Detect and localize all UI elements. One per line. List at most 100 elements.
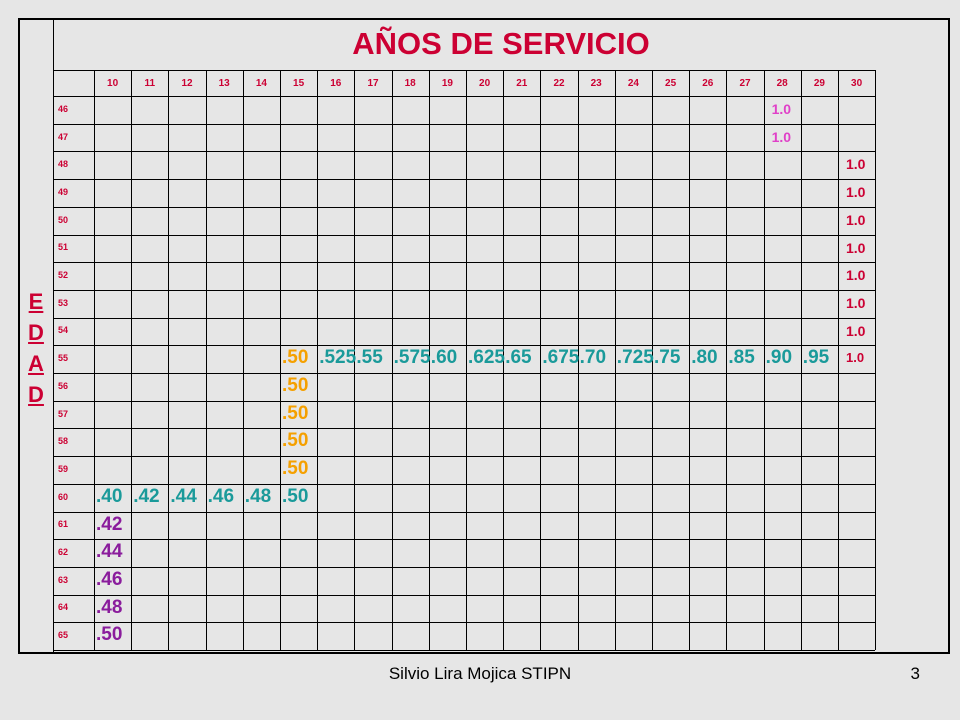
grid-hline [54,566,876,568]
grid-hline [54,262,876,264]
grid-vline [428,70,430,650]
grid-vline [466,70,467,650]
cell-value: .50 [282,430,309,452]
year-header: 14 [255,78,267,89]
grid-vline [614,70,616,650]
grid-hline [54,289,876,291]
grid-vline [540,70,542,650]
page-title: AÑOS DE SERVICIO [352,26,650,61]
edad-column [18,18,54,654]
grid-vline [763,70,765,650]
year-header: 10 [107,78,119,89]
cell-value: .46 [96,568,123,590]
grid-vline [317,70,319,650]
grid-vline [875,70,877,650]
year-header: 12 [181,78,193,89]
cell-value: .95 [802,347,830,369]
year-header: 19 [441,78,453,89]
age-label: 64 [58,602,69,613]
age-label: 65 [58,630,69,641]
grid-vline [131,70,133,650]
edad-letter-d2: D [28,382,44,407]
edad-letter-d1: D [28,320,44,345]
cell-value: 1.0 [846,156,866,173]
grid-vline [577,70,579,650]
cell-value: .50 [282,458,309,480]
grid-hline [54,206,876,208]
grid-hline [54,179,876,181]
age-label: 61 [58,519,69,530]
grid-vline [94,70,95,650]
cell-value: 1.0 [846,184,866,201]
age-label: 59 [58,463,69,474]
grid-vline [652,70,653,650]
grid-vline [391,70,393,650]
year-header: 20 [479,78,491,89]
year-header: 24 [627,78,639,89]
cell-value: .525 [319,347,357,369]
year-header: 26 [702,78,714,89]
year-header: 13 [218,78,230,89]
year-header: 22 [553,78,565,89]
age-label: 60 [58,491,69,502]
cell-value: .42 [133,485,160,507]
age-label: 55 [58,353,69,364]
cell-value: .625 [468,347,505,369]
grid-hline [54,123,876,125]
year-header: 21 [516,78,528,89]
cell-value: .80 [691,347,718,369]
age-label: 56 [58,380,69,391]
grid-hline [54,622,876,624]
cell-value: .44 [96,541,123,563]
grid-vline [168,70,170,650]
year-header: 27 [739,78,751,89]
grid-vline [280,70,281,650]
grid-vline [838,70,839,650]
age-label: 57 [58,408,69,419]
cell-value: .575 [393,347,431,369]
grid-hline [54,373,876,374]
grid-vline [689,70,691,650]
cell-value: .85 [728,347,755,369]
grid-vline [726,70,728,650]
cell-value: .90 [765,347,793,369]
table-frame [18,18,950,654]
cell-value: .50 [282,375,309,396]
year-header: 28 [776,78,788,89]
cell-value: .50 [282,485,309,507]
edad-letter-a: A [28,351,44,376]
grid-hline [54,650,876,651]
cell-value: .40 [96,485,123,507]
grid-hline [54,456,876,458]
grid-hline [54,539,876,541]
footer-author: Silvio Lira Mojica STIPN [388,664,572,683]
age-label: 48 [58,159,69,170]
cell-value: .44 [170,485,197,507]
cell-value: .50 [96,624,123,646]
age-label: 63 [58,574,69,585]
cell-value: .675 [542,347,580,369]
age-label: 47 [58,131,69,142]
cell-value: .46 [207,485,235,507]
age-label: 52 [58,270,69,281]
year-header: 18 [404,78,416,89]
grid-vline [800,70,802,650]
cell-value: .65 [505,347,532,369]
age-label: 54 [58,325,69,336]
grid-hline [54,594,876,596]
cell-value: .60 [430,347,458,369]
year-header: 16 [330,78,342,89]
cell-value: .75 [654,347,681,369]
grid-vline [354,70,356,650]
cell-value: 1.0 [846,350,865,366]
cell-value: 1.0 [846,267,866,284]
cell-value: .50 [282,402,309,424]
cell-value: .48 [96,596,123,618]
grid-vline [242,70,244,650]
age-label: 62 [58,547,69,558]
age-label: 50 [58,214,69,225]
age-label: 58 [58,436,69,447]
cell-value: 1.0 [846,211,866,228]
year-header: 25 [665,78,677,89]
grid-hline [54,234,876,236]
